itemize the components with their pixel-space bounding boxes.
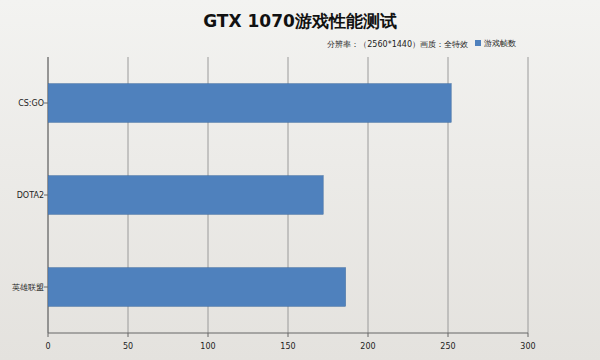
bars [48, 84, 451, 307]
bar [48, 268, 346, 307]
tick-mark [208, 333, 209, 337]
legend-swatch [475, 40, 481, 46]
legend-label: 游戏帧数 [484, 39, 516, 48]
tick-mark [128, 333, 129, 337]
category-label: DOTA2 [17, 191, 44, 200]
grid-line [528, 57, 529, 333]
category-label: CS:GO [18, 99, 44, 108]
bar [48, 84, 451, 123]
category-tick [44, 195, 48, 196]
tick-mark [448, 333, 449, 337]
x-axis [48, 333, 528, 334]
category-tick [44, 103, 48, 104]
tick-label: 100 [200, 342, 215, 351]
tick-mark [528, 333, 529, 337]
legend: 游戏帧数 [475, 39, 516, 48]
category-label: 英雄联盟 [12, 283, 44, 292]
grid [48, 57, 528, 333]
tick-label: 0 [45, 342, 50, 351]
tick-label: 200 [360, 342, 375, 351]
bar [48, 176, 323, 215]
tick-mark [48, 333, 49, 337]
tick-mark [368, 333, 369, 337]
subtitle: 分辨率：（2560*1440）画质：全特效 [327, 40, 468, 49]
tick-label: 150 [280, 342, 295, 351]
tick-mark [288, 333, 289, 337]
tick-label: 250 [440, 342, 455, 351]
title: GTX 1070游戏性能测试 [203, 11, 397, 31]
category-tick [44, 287, 48, 288]
tick-label: 50 [123, 342, 133, 351]
tick-label: 300 [520, 342, 535, 351]
